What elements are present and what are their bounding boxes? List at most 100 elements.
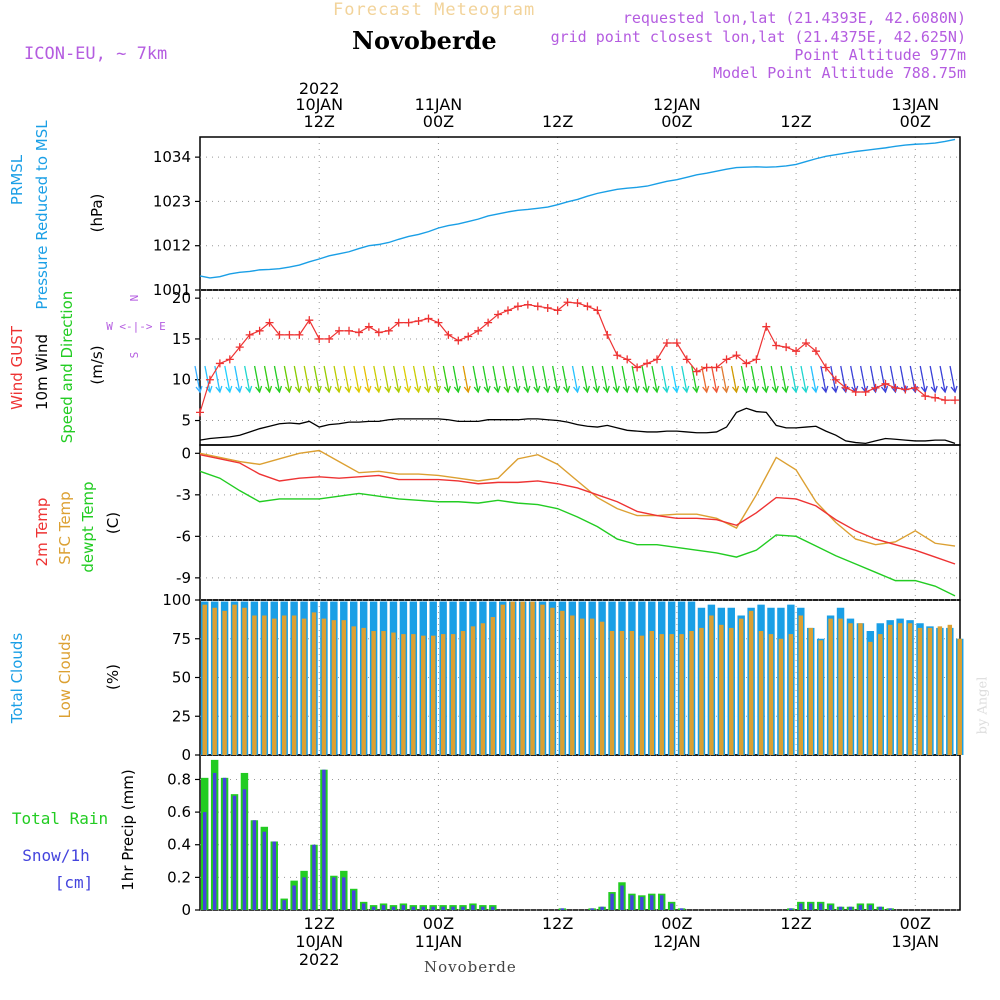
snow-bar [848,906,853,910]
gust-marker [702,363,711,372]
wind-arrow [760,365,767,393]
low-cloud-bar [709,615,714,755]
low-cloud-bar [331,620,337,755]
wind-arrow-head [423,385,432,394]
wind-arrow [800,365,807,393]
wind-arrow [571,365,579,393]
gust-marker [523,300,532,309]
snow-bar [342,877,346,910]
wind-arrow-head [553,385,561,394]
gust-marker [484,318,493,327]
snow-bar [361,903,366,910]
gust-marker [533,302,542,311]
wind-arrow-head [493,385,501,394]
wind-arrow-head [364,385,372,394]
snow-unit-label: [cm] [55,873,94,892]
snow-bar [232,795,237,910]
low-cloud-bar [371,631,376,755]
low-cloud-bar [560,610,565,755]
wind-arrow [482,365,489,393]
low-cloud-bar [520,601,525,755]
wind-arrow-head [503,385,511,394]
wind-arrow [681,365,688,393]
low-cloud-bar [828,618,833,755]
snow-bar [252,820,257,910]
gust-marker [245,330,254,339]
gust-marker [265,318,274,327]
snow-bar [789,908,793,910]
gust-marker [901,385,910,394]
gust-marker [841,383,850,392]
gust-marker [652,355,661,364]
y-tick-label-pressure: 1012 [153,237,191,255]
x-label-bottom-date: 13JAN [891,932,939,951]
wind-arrow-head [324,385,332,394]
snow-bar [471,905,475,910]
wind-arrow [720,365,728,393]
wind-arrow-head [573,385,581,394]
snow-bar [371,906,376,910]
wind-arrow [790,365,797,393]
low-cloud-bar [907,623,913,755]
low-cloud-bar [649,631,654,755]
low-cloud-bar [887,624,893,755]
snow-bar [640,896,644,910]
precip-unit: 1hr Precip (mm) [119,769,137,890]
gust-marker [543,303,552,312]
gust-marker [732,351,741,360]
snow-bar [292,885,296,910]
wind-arrow-head [821,385,829,394]
low-cloud-bar [351,626,356,755]
wind-arrow [204,365,211,393]
low-cloud-bar [540,604,545,755]
wind-arrow-head [483,385,491,394]
gust-marker [255,326,264,335]
wind-arrow-head [920,385,928,394]
snow-bar [242,789,247,910]
x-label-top-date: 13JAN [891,95,939,114]
wind-arrow-head [950,385,958,394]
gust-marker [215,359,224,368]
snow-bar [818,903,823,910]
wind-arrow-head [354,385,362,394]
gust-marker [354,328,363,337]
wind-arrow [234,365,241,393]
wind-arrow [591,365,599,393]
low-cloud-bar [748,610,754,755]
wind-arrow-head [374,385,382,394]
snow-bar [212,772,217,910]
gust-marker [672,339,681,348]
wind-arrow [899,365,906,393]
wind-arrow [820,365,827,393]
low-cloud-bar [927,627,933,755]
gust-marker [394,318,403,327]
gust-marker [225,355,234,364]
gust-marker [752,355,761,364]
wind-arrow-head [513,385,521,394]
gust-marker [871,383,880,392]
y-tick-label-temp: -9 [176,569,191,587]
wind-arrow-head [284,385,293,394]
wind-arrow [343,365,350,393]
wind-arrow [522,365,529,393]
wind-arrow-head [245,385,253,394]
snow-bar [630,895,634,910]
x-label-bottom-date: 11JAN [415,932,463,951]
gust-marker [951,396,960,405]
wind-arrow-head [712,385,720,394]
wind-arrow-head [463,385,471,394]
snow-bar [491,906,495,910]
wind-arrow [770,365,777,393]
low-cloud-bar [440,634,446,755]
precip-bars [201,759,894,910]
low-cloud-bar [729,627,734,755]
snow-bar [650,895,654,910]
wind-arrow-head [771,385,779,394]
wind-arrow [850,365,857,393]
wind-arrow [492,365,499,393]
low-cloud-bar [947,624,953,755]
snow-bar [620,885,624,910]
snow-bar [421,906,425,910]
wind-arrow-head [612,385,620,394]
low-cloud-bar [957,638,962,755]
